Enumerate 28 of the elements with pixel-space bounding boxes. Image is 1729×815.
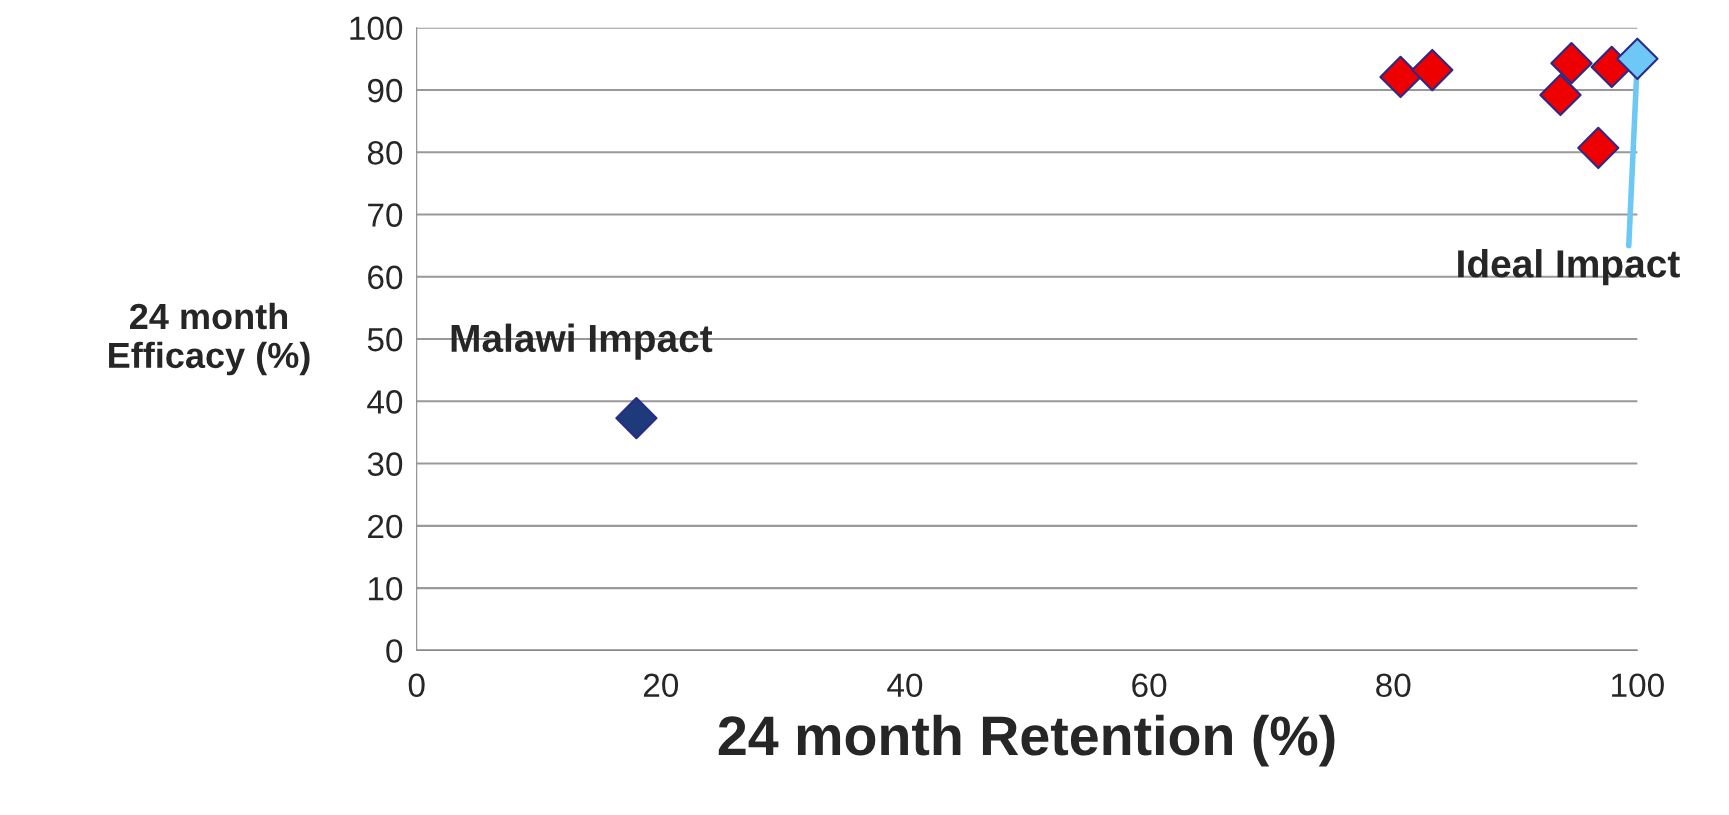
y-tick-label: 70	[368, 203, 403, 227]
point	[1616, 37, 1659, 81]
y-tick-label: 20	[368, 514, 403, 539]
point	[1550, 42, 1593, 85]
y-tick-label: 90	[367, 78, 403, 103]
x-tick-label: 0	[408, 673, 425, 698]
annotation: Malawi Impact	[451, 323, 713, 360]
y-axis-title: 24 month Efficacy (%)	[109, 302, 310, 376]
y-tick-label: 50	[367, 327, 403, 352]
annotation: Ideal Impact	[1458, 249, 1680, 286]
x-tick-label: 60	[1132, 673, 1167, 698]
point	[1379, 55, 1422, 99]
x-tick-label: 80	[1376, 673, 1411, 698]
y-tick-label: 10	[368, 576, 403, 601]
y-tick-label: 80	[367, 141, 403, 165]
point	[615, 396, 658, 440]
x-tick-label: 40	[887, 673, 923, 698]
y-tick-label: 40	[367, 390, 403, 414]
point	[1577, 126, 1620, 170]
y-tick-label: 0	[386, 639, 403, 663]
point	[1411, 48, 1454, 92]
x-tick-label: 20	[643, 673, 679, 698]
x-axis-title: 24 month Retention (%)	[718, 714, 1335, 767]
y-tick-label: 30	[367, 452, 403, 476]
y-tick-label: 100	[350, 16, 403, 41]
point	[1539, 73, 1582, 117]
y-tick-label: 60	[368, 265, 403, 290]
x-tick-label: 100	[1612, 673, 1664, 698]
